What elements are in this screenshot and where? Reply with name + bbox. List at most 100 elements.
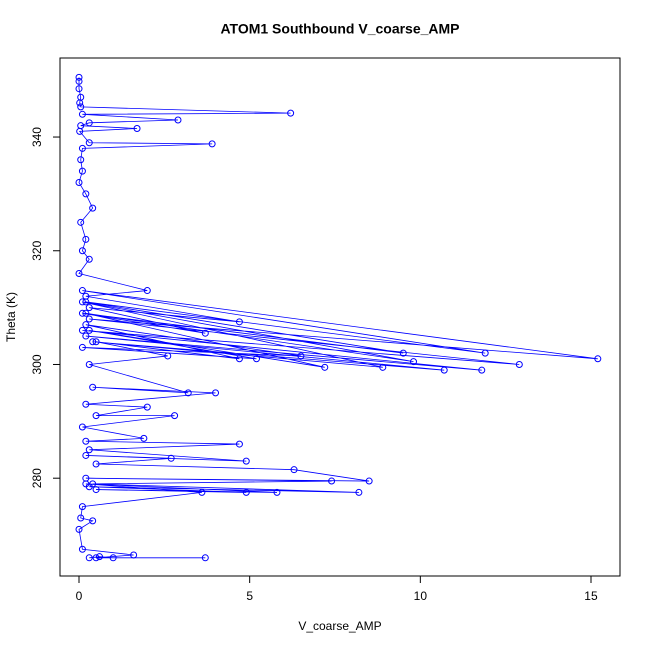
data-point (78, 144, 86, 152)
data-point (355, 488, 363, 496)
x-tick-label: 0 (76, 589, 83, 603)
data-point (130, 551, 138, 559)
data-point (85, 360, 93, 368)
data-point (85, 304, 93, 312)
data-point (184, 389, 192, 397)
data-point (379, 363, 387, 371)
data-point (78, 110, 86, 118)
data-point (201, 554, 209, 562)
data-point (235, 440, 243, 448)
data-point (78, 287, 86, 295)
data-point (78, 503, 86, 511)
data-point (89, 338, 97, 346)
data-point (235, 355, 243, 363)
data-point (235, 318, 243, 326)
x-tick-label: 5 (246, 589, 253, 603)
data-point (143, 403, 151, 411)
data-point (109, 554, 117, 562)
data-point (76, 127, 84, 135)
data-point (85, 554, 93, 562)
data-point (164, 352, 172, 360)
chart-title: ATOM1 Southbound V_coarse_AMP (220, 21, 459, 37)
y-tick-label: 320 (30, 240, 44, 260)
data-point (92, 486, 100, 494)
data-point (75, 525, 83, 533)
data-point (143, 287, 151, 295)
data-point (85, 119, 93, 127)
data-point (75, 270, 83, 278)
data-point (515, 360, 523, 368)
data-point (167, 454, 175, 462)
data-point (478, 366, 486, 374)
data-point (171, 412, 179, 420)
data-point (399, 349, 407, 357)
data-point (82, 480, 90, 488)
data-point (78, 326, 86, 334)
data-point (75, 77, 83, 85)
x-axis-label: V_coarse_AMP (298, 619, 381, 633)
data-point (89, 517, 97, 525)
y-tick-label: 340 (30, 127, 44, 147)
data-point (82, 298, 90, 306)
data-point (273, 488, 281, 496)
data-point (82, 321, 90, 329)
data-point (85, 446, 93, 454)
data-point (82, 400, 90, 408)
data-point (85, 326, 93, 334)
data-point (85, 315, 93, 323)
data-point (95, 553, 103, 561)
data-point (174, 116, 182, 124)
y-tick-label: 300 (30, 354, 44, 374)
x-tick-label: 15 (584, 589, 598, 603)
data-point (212, 389, 220, 397)
data-point (82, 437, 90, 445)
data-point (297, 352, 305, 360)
data-point (92, 412, 100, 420)
data-point (242, 457, 250, 465)
data-point (78, 343, 86, 351)
data-point (133, 125, 141, 133)
data-point (321, 363, 329, 371)
data-point (77, 218, 85, 226)
data-point (481, 349, 489, 357)
data-point (78, 545, 86, 553)
data-point (82, 309, 90, 317)
data-point (78, 298, 86, 306)
data-point (78, 167, 86, 175)
data-point (140, 434, 148, 442)
data-point (78, 423, 86, 431)
x-tick-label: 10 (414, 589, 428, 603)
data-point (85, 139, 93, 147)
data-point (594, 355, 602, 363)
data-point (78, 247, 86, 255)
data-point (85, 255, 93, 263)
data-point (82, 235, 90, 243)
data-point (290, 466, 298, 474)
data-point (92, 554, 100, 562)
data-point (89, 204, 97, 212)
data-point (77, 103, 85, 111)
data-point (75, 179, 83, 187)
data-point (198, 488, 206, 496)
data-point (410, 358, 418, 366)
data-point (242, 488, 250, 496)
data-point (82, 332, 90, 340)
data-point (75, 85, 83, 93)
data-point (252, 355, 260, 363)
data-point (328, 477, 336, 485)
y-axis-label: Theta (K) (4, 292, 18, 342)
y-tick-label: 280 (30, 468, 44, 488)
data-point (365, 477, 373, 485)
data-point (78, 309, 86, 317)
data-point (287, 109, 295, 117)
data-point (82, 190, 90, 198)
plot-frame (59, 57, 621, 577)
data-point (440, 366, 448, 374)
data-point (82, 451, 90, 459)
data-point (77, 514, 85, 522)
data-point (201, 329, 209, 337)
data-point (76, 99, 84, 107)
data-point (92, 338, 100, 346)
